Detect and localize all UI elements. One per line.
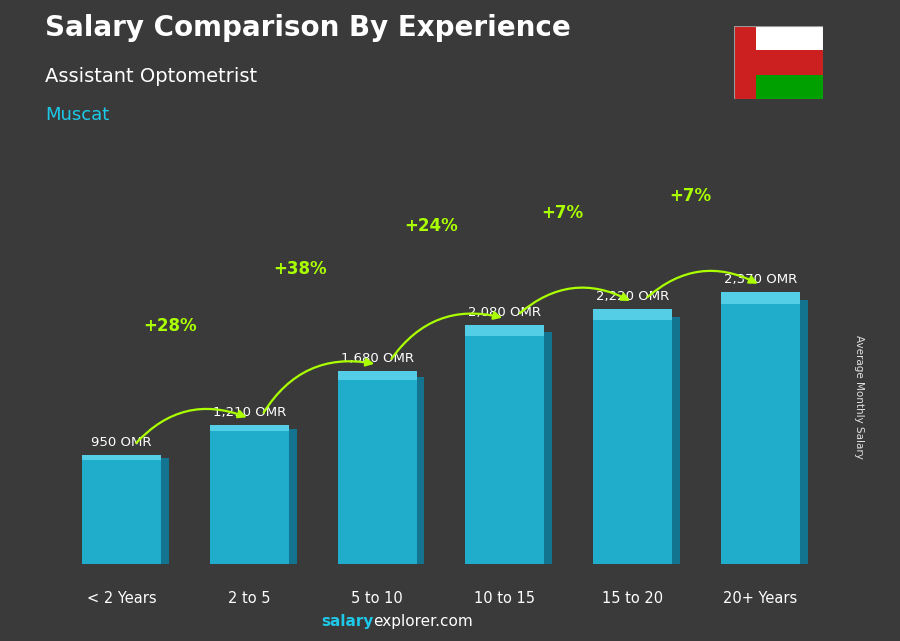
Bar <box>593 309 672 320</box>
Text: explorer.com: explorer.com <box>374 615 473 629</box>
Bar <box>672 317 680 564</box>
Text: 2 to 5: 2 to 5 <box>228 591 271 606</box>
Text: +28%: +28% <box>143 317 197 335</box>
Text: Assistant Optometrist: Assistant Optometrist <box>45 67 257 87</box>
Text: +7%: +7% <box>541 204 583 222</box>
Bar <box>161 458 169 564</box>
Text: 2,370 OMR: 2,370 OMR <box>724 272 797 286</box>
Bar <box>593 309 672 564</box>
Text: 1,210 OMR: 1,210 OMR <box>212 406 286 419</box>
Text: 15 to 20: 15 to 20 <box>602 591 663 606</box>
Bar <box>465 325 544 564</box>
Text: +7%: +7% <box>669 187 711 205</box>
Text: +38%: +38% <box>274 260 328 278</box>
Bar <box>338 371 417 379</box>
Text: 2,220 OMR: 2,220 OMR <box>596 290 670 303</box>
Bar <box>82 455 161 460</box>
Text: Muscat: Muscat <box>45 106 109 124</box>
Text: Average Monthly Salary: Average Monthly Salary <box>854 335 865 460</box>
Bar <box>289 429 297 564</box>
Text: Salary Comparison By Experience: Salary Comparison By Experience <box>45 14 571 42</box>
Bar <box>417 377 425 564</box>
Bar <box>210 425 289 431</box>
Text: 20+ Years: 20+ Years <box>724 591 797 606</box>
Bar <box>721 292 800 564</box>
Bar <box>756 75 824 99</box>
Bar <box>800 300 807 564</box>
Text: 950 OMR: 950 OMR <box>92 436 152 449</box>
Text: salary: salary <box>321 615 374 629</box>
Text: 5 to 10: 5 to 10 <box>351 591 403 606</box>
Bar <box>756 50 824 75</box>
Text: 2,080 OMR: 2,080 OMR <box>468 306 542 319</box>
Bar <box>734 26 756 99</box>
Bar <box>210 425 289 564</box>
Bar <box>544 332 552 564</box>
Bar <box>82 455 161 564</box>
Bar <box>756 26 824 50</box>
Text: +24%: +24% <box>404 217 458 235</box>
Bar <box>721 292 800 304</box>
Text: < 2 Years: < 2 Years <box>86 591 157 606</box>
Text: 1,680 OMR: 1,680 OMR <box>340 352 414 365</box>
Bar <box>338 371 417 564</box>
Text: 10 to 15: 10 to 15 <box>474 591 536 606</box>
Bar <box>465 325 544 336</box>
